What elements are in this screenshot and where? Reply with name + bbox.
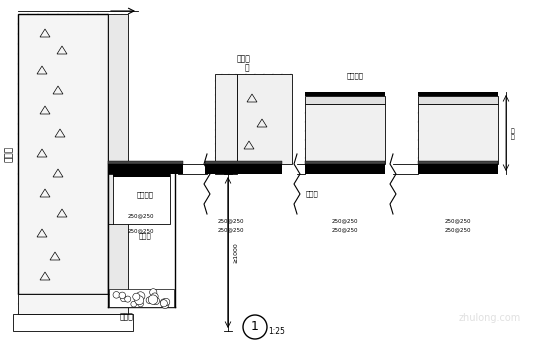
Circle shape [125,296,131,302]
Circle shape [161,299,167,306]
Text: ≥1000: ≥1000 [234,243,239,263]
Circle shape [160,300,167,307]
Polygon shape [40,189,50,197]
Polygon shape [244,141,254,149]
Polygon shape [40,272,50,280]
Bar [113,172,170,177]
Text: 250@250: 250@250 [445,218,472,223]
Polygon shape [53,169,63,177]
Text: 疏水层: 疏水层 [306,191,319,197]
Text: 疏水管: 疏水管 [139,233,151,239]
Text: 250@250: 250@250 [332,228,358,232]
Bar [13,314,133,331]
Text: 集水井: 集水井 [120,312,134,321]
Bar [305,161,385,164]
Text: 250@250: 250@250 [128,229,154,233]
Circle shape [150,289,157,296]
Circle shape [162,298,170,306]
Text: 1:25: 1:25 [269,327,286,335]
Bar [18,294,128,314]
Text: 集水框架: 集水框架 [137,192,153,198]
Polygon shape [37,229,47,237]
Circle shape [243,315,267,339]
Circle shape [135,296,144,305]
Text: 250@250: 250@250 [218,218,244,223]
Polygon shape [53,86,63,94]
Text: 能洗台: 能洗台 [237,54,251,64]
Circle shape [148,295,158,304]
Circle shape [133,293,140,300]
Text: 板: 板 [245,64,249,73]
Bar [305,104,385,164]
Bar [18,14,108,294]
Bar [108,164,183,174]
Bar [418,104,498,164]
Bar [215,74,237,174]
Circle shape [119,292,125,299]
Polygon shape [257,119,267,127]
Text: 250@250: 250@250 [332,218,358,223]
Bar [108,161,183,164]
Circle shape [146,297,153,304]
Circle shape [136,292,145,300]
Circle shape [131,301,137,307]
Circle shape [151,293,158,300]
Text: zhulong.com: zhulong.com [459,313,521,323]
Bar [418,164,498,174]
Circle shape [113,291,120,298]
Bar [418,161,498,164]
Bar [305,92,385,96]
Bar [418,96,498,104]
Text: 250@250: 250@250 [218,228,244,232]
Bar [109,289,174,307]
Circle shape [161,301,169,309]
Text: 挡土墙: 挡土墙 [4,146,13,162]
Bar [113,174,170,224]
Bar [305,96,385,104]
Polygon shape [40,29,50,37]
Polygon shape [247,94,257,102]
Bar [305,164,385,174]
Text: 厚
度: 厚 度 [511,128,515,140]
Bar [237,74,292,164]
Text: 素砼垫层: 素砼垫层 [347,73,363,79]
Text: 1: 1 [251,320,259,334]
Circle shape [152,297,160,305]
Text: 250@250: 250@250 [128,214,154,218]
Circle shape [120,296,127,302]
Polygon shape [55,129,65,137]
Bar [205,161,282,164]
Text: 250@250: 250@250 [445,228,472,232]
Polygon shape [37,149,47,157]
Bar [418,92,498,96]
Circle shape [138,301,143,307]
Polygon shape [57,46,67,54]
Bar [205,164,282,174]
Polygon shape [40,106,50,114]
Polygon shape [57,209,67,217]
Polygon shape [37,66,47,74]
Bar [108,14,128,294]
Polygon shape [50,252,60,260]
